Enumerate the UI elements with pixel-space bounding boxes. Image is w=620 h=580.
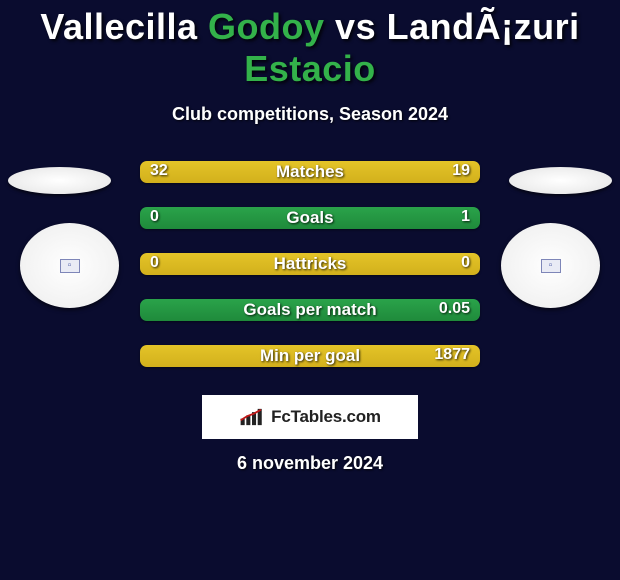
subtitle: Club competitions, Season 2024 (0, 104, 620, 125)
vs-text: vs (325, 6, 387, 47)
stat-bar: Goals per match0.05 (140, 299, 480, 321)
flag-glyph: ▫ (68, 261, 72, 271)
stat-label: Goals (140, 208, 480, 228)
player2-avatar: ▫ (501, 223, 600, 308)
stat-bar: Matches32 19 (140, 161, 480, 183)
stat-value-right: 0.05 (439, 300, 470, 318)
player1-avatar: ▫ (20, 223, 119, 308)
player2-highlight: Estacio (244, 48, 376, 89)
stat-label: Matches (140, 162, 480, 182)
stat-value-left: 0 (150, 208, 159, 226)
stat-label: Hattricks (140, 254, 480, 274)
stat-bars: Matches3219Goals01Hattricks00Goals per m… (140, 161, 480, 391)
player1-highlight: Godoy (208, 6, 325, 47)
date-text: 6 november 2024 (0, 453, 620, 474)
player2-prefix: LandÃ¡zuri (387, 6, 580, 47)
stat-value-right: 1 (461, 208, 470, 226)
stat-value-right: 1877 (434, 346, 470, 364)
player1-flag-icon: ▫ (60, 259, 80, 273)
stat-label: Goals per match (140, 300, 480, 320)
player2-name-pill (509, 167, 612, 194)
stat-bar: Hattricks0 0 (140, 253, 480, 275)
player2-flag-icon: ▫ (541, 259, 561, 273)
stat-value-left: 0 (150, 254, 159, 272)
player1-prefix: Vallecilla (40, 6, 208, 47)
stat-bar: Goals0 1 (140, 207, 480, 229)
stat-value-right: 19 (452, 162, 470, 180)
brand-chart-icon (239, 406, 265, 428)
player1-name-pill (8, 167, 111, 194)
stat-value-right: 0 (461, 254, 470, 272)
stat-label: Min per goal (140, 346, 480, 366)
flag-glyph: ▫ (549, 261, 553, 271)
brand-box: FcTables.com (202, 395, 418, 439)
stat-bar: Min per goal1877 (140, 345, 480, 367)
brand-text: FcTables.com (271, 407, 381, 427)
page-title: Vallecilla Godoy vs LandÃ¡zuri Estacio (0, 0, 620, 90)
stat-value-left: 32 (150, 162, 168, 180)
